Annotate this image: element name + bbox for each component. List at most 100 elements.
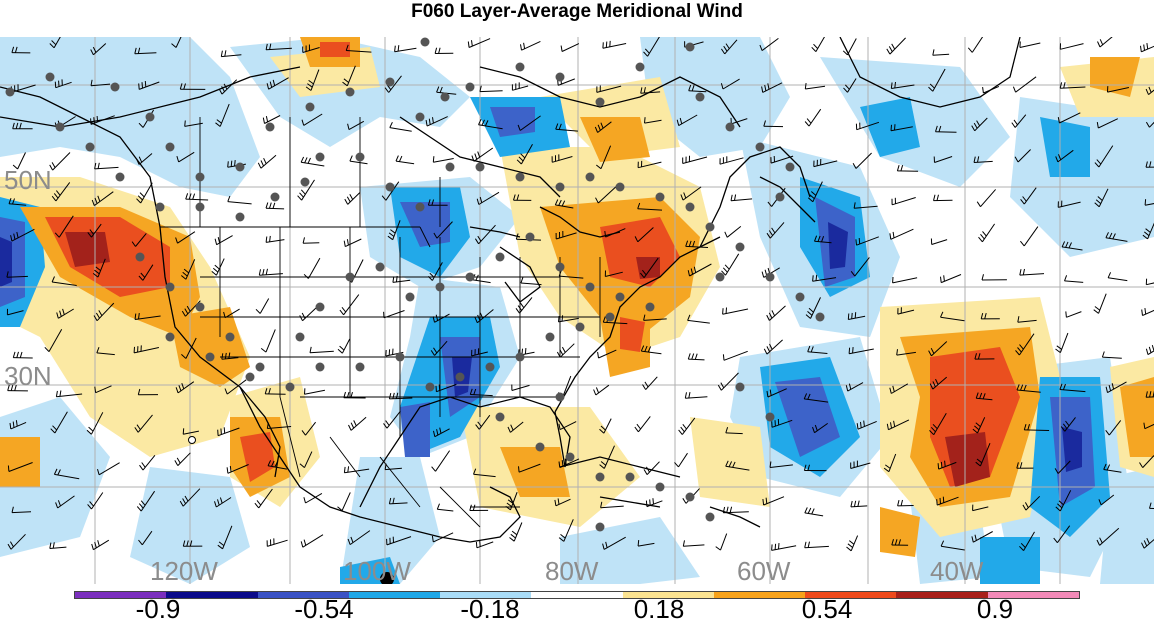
station-dot xyxy=(656,193,665,202)
chart-title: F060 Layer-Average Meridional Wind xyxy=(0,0,1154,28)
station-dot xyxy=(606,313,615,322)
colorbar-label-0-54: 0.54 xyxy=(802,596,853,622)
station-dot xyxy=(546,333,555,342)
station-dot xyxy=(726,123,735,132)
lon-label-40w: 40W xyxy=(930,558,983,584)
station-dot xyxy=(196,203,205,212)
station-dot xyxy=(556,263,565,272)
station-dot xyxy=(586,173,595,182)
station-dot xyxy=(516,173,525,182)
colorbar-segment xyxy=(349,592,440,598)
station-dot xyxy=(196,303,205,312)
station-dot xyxy=(516,353,525,362)
station-dot xyxy=(466,83,475,92)
lon-label-100w: 100W xyxy=(343,558,411,584)
station-dot xyxy=(446,163,455,172)
colorbar-label-neg-0-9: -0.9 xyxy=(136,596,181,622)
station-dot xyxy=(616,183,625,192)
station-dot xyxy=(316,363,325,372)
colorbar-label-neg-0-18: -0.18 xyxy=(460,596,519,622)
station-dot xyxy=(111,83,120,92)
station-dot xyxy=(456,373,465,382)
station-dot xyxy=(476,163,485,172)
lat-label-30n: 30N xyxy=(4,363,52,389)
station-dot xyxy=(766,273,775,282)
station-dot xyxy=(441,93,450,102)
station-dot xyxy=(516,63,525,72)
station-dot xyxy=(696,93,705,102)
station-dot xyxy=(796,293,805,302)
station-dot xyxy=(776,193,785,202)
station-dot xyxy=(426,383,435,392)
station-dot xyxy=(536,443,545,452)
station-dot xyxy=(766,413,775,422)
station-dot xyxy=(316,303,325,312)
station-dot xyxy=(271,193,280,202)
station-dot xyxy=(786,163,795,172)
colorbar-label-0-18: 0.18 xyxy=(634,596,685,622)
station-dot xyxy=(816,313,825,322)
station-dot xyxy=(636,63,645,72)
station-dot xyxy=(686,493,695,502)
station-dot xyxy=(316,153,325,162)
station-dot xyxy=(236,213,245,222)
station-dot xyxy=(616,293,625,302)
station-dot xyxy=(256,363,265,372)
station-dot xyxy=(86,143,95,152)
station-dot xyxy=(736,243,745,252)
colorbar-segment xyxy=(531,592,622,598)
station-dot xyxy=(286,383,295,392)
station-dot xyxy=(566,453,575,462)
station-dot xyxy=(716,273,725,282)
station-dot xyxy=(56,123,65,132)
station-dot xyxy=(466,273,475,282)
station-dot xyxy=(626,473,635,482)
station-dot xyxy=(596,98,605,107)
station-dot xyxy=(586,283,595,292)
station-dot xyxy=(386,78,395,87)
colorbar-segment xyxy=(714,592,805,598)
station-dot xyxy=(236,163,245,172)
colorbar-segment xyxy=(896,592,987,598)
station-dot xyxy=(646,303,655,312)
station-dot xyxy=(116,173,125,182)
lat-label-50n: 50N xyxy=(4,167,52,193)
station-dot xyxy=(576,323,585,332)
station-dot xyxy=(156,203,165,212)
station-dot xyxy=(356,363,365,372)
open-station-marker xyxy=(189,437,196,444)
station-dot xyxy=(416,203,425,212)
lon-label-60w: 60W xyxy=(737,558,790,584)
station-dot xyxy=(686,203,695,212)
station-dot xyxy=(146,113,155,122)
station-dot xyxy=(136,253,145,262)
station-dot xyxy=(656,483,665,492)
station-dot xyxy=(436,283,445,292)
station-dot xyxy=(226,333,235,342)
station-dot xyxy=(596,473,605,482)
station-dot xyxy=(496,253,505,262)
station-dot xyxy=(706,223,715,232)
station-dot xyxy=(6,88,15,97)
station-dot xyxy=(166,333,175,342)
station-dot xyxy=(386,183,395,192)
station-dot xyxy=(416,113,425,122)
station-dot xyxy=(686,43,695,52)
station-dot xyxy=(396,353,405,362)
station-dot xyxy=(266,123,275,132)
colorbar-label-0-9: 0.9 xyxy=(977,596,1013,622)
station-dot xyxy=(756,143,765,152)
station-dot xyxy=(196,173,205,182)
station-dot xyxy=(706,513,715,522)
station-dot xyxy=(376,263,385,272)
lon-label-120w: 120W xyxy=(150,558,218,584)
station-dot xyxy=(301,178,310,187)
map-panel: 50N 30N 120W 100W 80W 60W 40W xyxy=(0,37,1154,584)
station-dot xyxy=(596,523,605,532)
station-dot xyxy=(246,373,255,382)
station-dot xyxy=(346,273,355,282)
station-dot xyxy=(206,353,215,362)
station-dot xyxy=(556,73,565,82)
colorbar-label-neg-0-54: -0.54 xyxy=(294,596,353,622)
station-dot xyxy=(421,38,430,47)
